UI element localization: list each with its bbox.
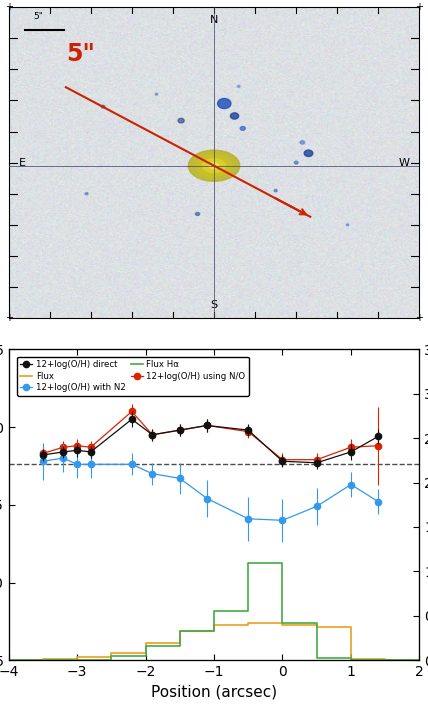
X-axis label: Position (arcsec): Position (arcsec) (151, 684, 277, 700)
Ellipse shape (230, 113, 239, 119)
Ellipse shape (274, 190, 277, 192)
Text: +: + (5, 2, 12, 12)
Text: +: + (416, 2, 423, 12)
Ellipse shape (294, 161, 298, 164)
Ellipse shape (85, 192, 88, 195)
Ellipse shape (178, 119, 184, 123)
Ellipse shape (304, 150, 313, 157)
Ellipse shape (209, 163, 219, 169)
Ellipse shape (155, 93, 158, 95)
Text: 5": 5" (66, 42, 95, 66)
Ellipse shape (346, 224, 349, 226)
Text: +: + (5, 313, 12, 323)
Ellipse shape (217, 99, 231, 109)
Ellipse shape (237, 85, 240, 87)
Text: +: + (416, 313, 423, 323)
Text: S: S (211, 300, 217, 310)
Ellipse shape (202, 159, 226, 173)
Ellipse shape (101, 105, 105, 108)
Text: E: E (19, 158, 26, 168)
Text: 5": 5" (33, 12, 43, 21)
Text: W: W (398, 158, 409, 168)
Ellipse shape (196, 155, 232, 177)
Ellipse shape (240, 126, 245, 131)
Ellipse shape (188, 151, 240, 181)
Ellipse shape (196, 212, 199, 216)
Text: N: N (210, 15, 218, 25)
Ellipse shape (300, 141, 305, 144)
Legend: 12+log(O/H) direct, Flux, 12+log(O/H) with N2, Flux Hα, 12+log(O/H) using N/O: 12+log(O/H) direct, Flux, 12+log(O/H) wi… (17, 356, 249, 395)
